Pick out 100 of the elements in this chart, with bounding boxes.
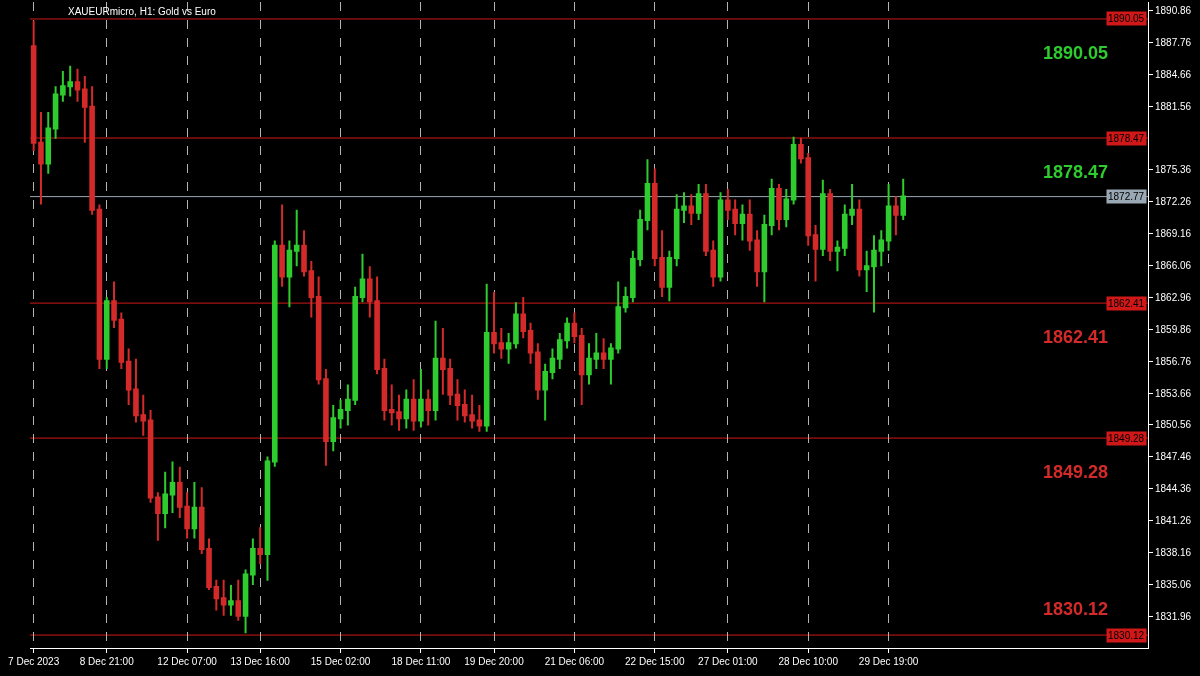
candlestick [52,85,59,140]
candlestick [162,470,168,530]
y-tick-label: 1838.16 [1155,546,1192,558]
candlestick [323,368,329,467]
candlestick [542,362,548,422]
y-tick-label: 1841.26 [1155,515,1192,527]
candlestick [768,177,775,237]
annotation: 1878.47 [1043,162,1109,182]
candlestick [279,203,285,288]
candlestick [893,195,899,237]
y-tick-label: 1866.06 [1155,260,1192,272]
annotation: 1862.41 [1043,327,1109,347]
ref-line-label: 1872.77 [1108,191,1145,202]
x-tick-label: 8 Dec 21:00 [79,656,135,667]
y-tick-label: 1872.26 [1155,196,1192,208]
y-tick-label: 1859.86 [1155,323,1192,335]
x-tick-label: 28 Dec 10:00 [778,656,839,667]
candlestick [498,326,505,360]
candlestick [776,182,782,232]
candlestick [571,311,578,345]
candlestick [403,388,410,430]
candlestick [293,208,300,268]
candlestick [220,578,227,617]
candlestick [337,398,344,430]
annotation: 1830.12 [1043,599,1109,619]
candlestick [315,275,322,386]
candlestick [242,568,249,635]
x-tick-label: 22 Dec 15:00 [625,656,685,667]
candlestick [812,224,819,283]
y-tick-label: 1847.46 [1155,451,1192,463]
candlestick [535,342,541,401]
candlestick [235,578,242,622]
candlestick [695,182,702,221]
candlestick [491,290,497,355]
annotation: 1890.05 [1043,43,1109,63]
candlestick [644,158,651,232]
candlestick [783,188,790,229]
candlestick [739,203,746,242]
ref-line-label: 1878.47 [1108,133,1145,144]
y-tick-label: 1835.06 [1155,578,1192,590]
candlestick [125,347,132,406]
candlestick [820,178,826,257]
y-tick-label: 1890.86 [1155,5,1192,17]
x-tick-label: 21 Dec 06:00 [544,656,605,667]
x-tick-label: 7 Dec 2023 [8,656,60,667]
candlestick [250,537,256,586]
candlestick [666,249,673,303]
candlestick [147,409,154,504]
candlestick [856,198,863,278]
annotation: 1849.28 [1043,462,1109,482]
candlestick [673,193,680,268]
x-tick-label: 19 Dec 20:00 [464,656,525,667]
candlestick [169,460,176,514]
candlestick [483,282,490,433]
x-tick-label: 27 Dec 01:00 [698,656,759,667]
candlestick [264,455,271,582]
y-tick-label: 1862.96 [1155,291,1192,303]
candlestick [103,296,110,370]
candlestick [600,337,607,370]
candlestick [761,213,768,304]
candlestick [359,252,366,304]
candlestick [513,301,519,350]
x-tick-label: 12 Dec 07:00 [157,656,218,667]
candlestick [622,285,629,314]
y-tick-label: 1869.16 [1155,228,1192,240]
candlestick [45,111,52,175]
candlestick [38,111,44,206]
ref-line-label: 1849.28 [1108,433,1145,444]
x-tick-label: 13 Dec 16:00 [230,656,291,667]
candlestick [520,296,527,340]
y-tick-label: 1853.66 [1155,387,1192,399]
candlestick [900,177,906,221]
candlestick [476,403,483,433]
candlestick [505,332,512,365]
y-tick-label: 1881.56 [1155,100,1192,112]
candlestick [425,388,432,427]
candlestick [527,321,534,365]
y-tick-label: 1856.76 [1155,355,1192,367]
candlestick [885,182,892,252]
y-tick-label: 1884.66 [1155,68,1192,80]
ref-line-label: 1830.12 [1108,630,1145,641]
candlestick [717,191,724,283]
candlestick [586,342,592,386]
candlestick [213,578,220,612]
candlestick [272,239,278,468]
ref-line-label: 1890.05 [1108,13,1145,24]
candlestick [257,526,263,566]
candlestick [308,260,315,319]
candlestick [790,135,797,206]
candlestick [301,229,307,278]
candlestick [871,234,877,314]
candlestick [118,311,125,370]
y-tick-label: 1875.36 [1155,164,1192,176]
y-tick-label: 1831.96 [1155,610,1192,622]
candlestick [863,249,870,293]
x-tick-label: 18 Dec 11:00 [391,656,451,667]
y-tick-label: 1887.76 [1155,37,1192,48]
ref-line-label: 1862.41 [1108,298,1145,309]
x-tick-label: 15 Dec 02:00 [310,656,371,667]
candlestick [418,368,424,429]
